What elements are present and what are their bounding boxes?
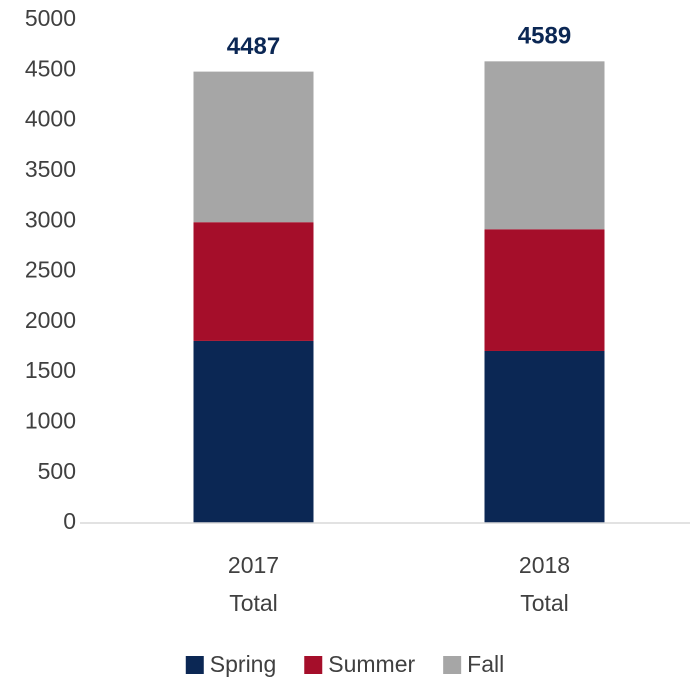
y-tick-label: 1000 (25, 407, 76, 433)
y-tick-label: 0 (63, 508, 76, 534)
y-tick-label: 2500 (25, 257, 76, 283)
legend-swatch (185, 656, 204, 674)
y-tick-label: 1500 (25, 357, 76, 383)
x-tick-label-line: Total (520, 590, 569, 616)
bar-segment (484, 229, 605, 351)
y-tick-label: 4500 (25, 55, 76, 81)
y-tick-label: 2000 (25, 307, 76, 333)
total-label: 4589 (518, 23, 571, 50)
x-tick-label: 2017 Total (228, 552, 279, 616)
y-tick-label: 3000 (25, 206, 76, 232)
legend-swatch (443, 656, 462, 674)
y-tick-label: 5000 (25, 5, 76, 31)
bar-segment (484, 350, 605, 523)
legend-swatch (304, 656, 323, 674)
bar-segment (193, 340, 314, 523)
bar-segment (193, 71, 314, 223)
legend-label: Fall (467, 651, 504, 677)
legend-label: Spring (210, 651, 276, 677)
x-tick-label: 2018 Total (519, 552, 570, 616)
x-tick-label-line: 2017 (228, 552, 279, 578)
x-tick-label-line: 2018 (519, 552, 570, 578)
total-label: 4487 (227, 33, 280, 60)
y-tick-label: 3500 (25, 156, 76, 182)
x-tick-label-line: Total (229, 590, 278, 616)
legend: Spring Summer Fall (185, 651, 504, 677)
bar-segment (484, 61, 605, 230)
legend-label: Summer (328, 651, 415, 677)
y-tick-label: 500 (38, 458, 76, 484)
bar-segment (193, 222, 314, 341)
y-tick-label: 4000 (25, 106, 76, 132)
